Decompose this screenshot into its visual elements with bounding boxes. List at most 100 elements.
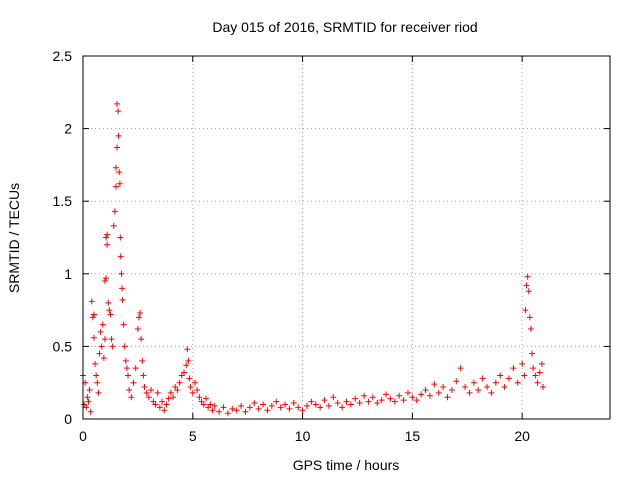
data-point	[106, 307, 113, 314]
data-point	[209, 407, 216, 414]
data-point	[538, 360, 545, 367]
data-point	[130, 379, 137, 386]
data-point	[470, 379, 477, 386]
data-point	[161, 407, 168, 414]
data-point	[540, 384, 547, 391]
data-point	[295, 404, 302, 411]
data-point	[120, 321, 127, 328]
data-point	[107, 311, 114, 318]
data-point	[105, 299, 112, 306]
data-point	[510, 365, 517, 372]
data-point	[114, 144, 121, 151]
data-point	[109, 343, 116, 350]
data-point	[93, 372, 100, 379]
data-point	[96, 350, 103, 357]
data-point	[457, 365, 464, 372]
data-point	[308, 398, 315, 405]
chart-title: Day 015 of 2016, SRMTID for receiver rio…	[212, 19, 477, 35]
data-point	[532, 372, 539, 379]
data-point	[524, 273, 531, 280]
data-point	[525, 288, 532, 295]
data-point	[110, 222, 117, 229]
data-point	[112, 164, 119, 171]
data-point	[115, 108, 122, 115]
data-point	[444, 394, 451, 401]
y-tick-label: 1.5	[53, 193, 73, 209]
data-point	[233, 407, 240, 414]
data-point	[156, 404, 163, 411]
data-point	[184, 346, 191, 353]
data-point	[246, 404, 253, 411]
data-point	[426, 392, 433, 399]
data-point	[409, 394, 416, 401]
data-point	[84, 394, 91, 401]
x-tick-label: 15	[405, 428, 421, 444]
data-point	[484, 384, 491, 391]
data-point	[101, 278, 108, 285]
data-point	[330, 394, 337, 401]
data-point	[116, 180, 123, 187]
data-point	[92, 360, 99, 367]
data-point	[435, 389, 442, 396]
data-point	[501, 384, 508, 391]
data-point	[211, 402, 218, 409]
data-point	[141, 384, 148, 391]
data-point	[286, 405, 293, 412]
data-point	[128, 394, 135, 401]
data-point	[321, 397, 328, 404]
data-point	[103, 234, 110, 241]
data-point	[176, 379, 183, 386]
data-point	[97, 328, 104, 335]
data-point	[154, 389, 161, 396]
data-point	[187, 384, 194, 391]
data-point	[181, 369, 188, 376]
data-point	[383, 391, 390, 398]
data-point	[174, 386, 181, 393]
data-point	[137, 310, 144, 317]
data-point	[143, 389, 150, 396]
data-point	[282, 401, 289, 408]
data-point	[224, 410, 231, 417]
data-point	[391, 398, 398, 405]
data-point	[163, 401, 170, 408]
data-point	[534, 379, 541, 386]
data-point	[369, 394, 376, 401]
data-point	[138, 336, 145, 343]
data-point	[115, 132, 122, 139]
data-point	[100, 355, 107, 362]
data-point	[277, 404, 284, 411]
x-axis-title: GPS time / hours	[293, 457, 400, 473]
data-point	[462, 384, 469, 391]
data-point	[104, 241, 111, 248]
data-point	[352, 395, 359, 402]
data-point	[119, 285, 126, 292]
data-point	[396, 392, 403, 399]
data-point	[387, 395, 394, 402]
data-point	[167, 389, 174, 396]
data-point	[194, 386, 201, 393]
data-points	[80, 100, 547, 417]
data-point	[299, 407, 306, 414]
data-point	[325, 402, 332, 409]
data-point	[85, 398, 92, 405]
data-point	[264, 407, 271, 414]
data-point	[453, 378, 460, 385]
data-point	[139, 357, 146, 364]
data-point	[530, 365, 537, 372]
data-point	[466, 389, 473, 396]
x-tick-label: 5	[189, 428, 197, 444]
data-point	[404, 389, 411, 396]
data-point	[148, 386, 155, 393]
data-point	[492, 379, 499, 386]
data-point	[117, 253, 124, 260]
data-point	[374, 400, 381, 407]
data-point	[229, 405, 236, 412]
data-point	[418, 391, 425, 398]
data-point	[529, 350, 536, 357]
data-point	[238, 402, 245, 409]
data-point	[448, 386, 455, 393]
y-tick-label: 2	[64, 121, 72, 137]
y-tick-label: 2.5	[53, 48, 73, 64]
data-point	[122, 357, 129, 364]
